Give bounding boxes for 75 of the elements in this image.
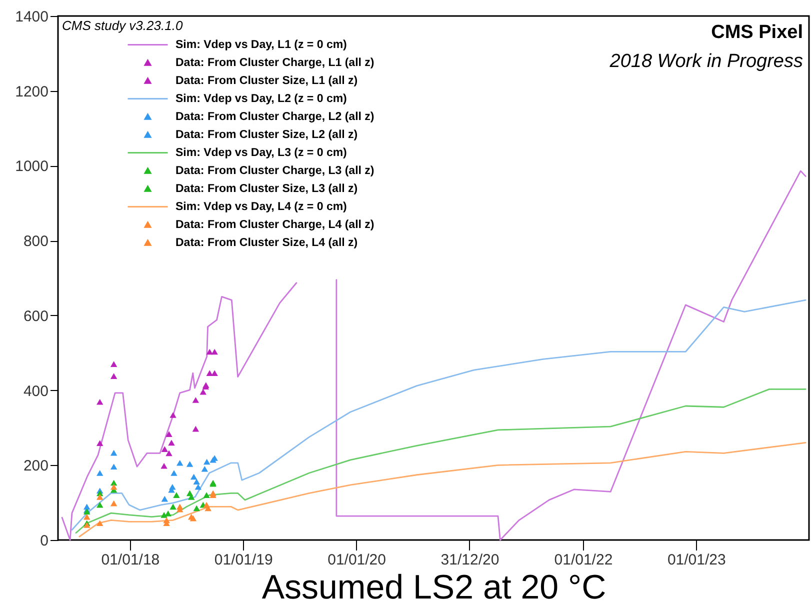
line-series: [71, 299, 806, 531]
y-tick-label: 800: [23, 233, 48, 250]
y-tick-label: 1000: [15, 158, 48, 176]
point: [194, 484, 202, 490]
y-tick-label: 600: [23, 308, 48, 325]
point: [203, 492, 210, 498]
point: [190, 474, 198, 480]
legend-label: Data: From Cluster Size, L2 (all z): [176, 128, 358, 141]
point: [186, 461, 194, 467]
line-series: [75, 388, 806, 534]
point: [193, 478, 200, 485]
point: [110, 464, 118, 470]
point: [96, 470, 104, 476]
legend-label: Sim: Vdep vs Day, L1 (z = 0 cm): [176, 38, 348, 51]
point: [170, 412, 176, 418]
y-tick-label: 1400: [15, 8, 48, 26]
legend-label: Data: From Cluster Charge, L1 (all z): [176, 56, 374, 69]
x-tick-label: 01/01/23: [667, 552, 726, 568]
point: [192, 426, 200, 432]
point: [110, 373, 118, 379]
point: [161, 496, 168, 502]
legend-label: Sim: Vdep vs Day, L3 (z = 0 cm): [176, 146, 348, 159]
point: [176, 460, 184, 466]
point: [96, 440, 104, 446]
point: [161, 446, 168, 452]
point: [160, 462, 168, 469]
point: [166, 431, 172, 437]
point: [96, 502, 104, 508]
x-tick-label: 01/01/18: [101, 552, 160, 568]
x-tick-label: 31/12/20: [440, 552, 500, 568]
point: [166, 450, 172, 456]
y-tick-label: 0: [40, 532, 48, 550]
point: [192, 397, 200, 403]
point: [170, 470, 178, 476]
point: [110, 484, 118, 490]
legend-title: CMS study v3.23.1.0: [62, 18, 184, 33]
point: [176, 504, 184, 510]
y-tick-label: 400: [23, 382, 48, 400]
point: [211, 348, 218, 355]
point: [96, 520, 104, 526]
legend-label: Sim: Vdep vs Day, L4 (z = 0 cm): [176, 200, 348, 213]
point: [83, 514, 90, 520]
y-tick-label: 200: [23, 458, 48, 475]
x-tick-label: 01/01/22: [554, 552, 613, 568]
point: [206, 370, 213, 376]
legend-label: Data: From Cluster Charge, L4 (all z): [176, 218, 374, 231]
line-series: [78, 442, 806, 538]
legend-label: Data: From Cluster Charge, L3 (all z): [176, 164, 374, 177]
point: [203, 458, 210, 465]
x-tick-label: 01/01/20: [328, 552, 386, 568]
legend-label: Data: From Cluster Charge, L2 (all z): [176, 110, 374, 123]
point: [160, 512, 168, 518]
chart-title: CMS Pixel: [711, 22, 803, 43]
x-axis-title: Assumed LS2 at 20 °C: [262, 568, 606, 606]
point: [200, 388, 206, 395]
point: [173, 492, 180, 498]
point: [168, 440, 175, 446]
point: [193, 505, 200, 512]
point: [110, 361, 118, 367]
point: [110, 450, 118, 456]
legend-label: Data: From Cluster Size, L3 (all z): [176, 182, 358, 195]
legend-label: Data: From Cluster Size, L4 (all z): [176, 236, 358, 249]
legend-label: Sim: Vdep vs Day, L2 (z = 0 cm): [176, 92, 348, 105]
point: [170, 504, 176, 510]
y-tick-label: 1200: [15, 83, 48, 100]
point: [96, 398, 104, 405]
point: [211, 370, 218, 376]
x-tick-label: 01/01/19: [214, 552, 273, 568]
point: [110, 500, 118, 506]
legend-label: Data: From Cluster Size, L1 (all z): [176, 74, 358, 87]
point: [164, 510, 172, 516]
point: [163, 517, 170, 524]
text: 2018 Work in Progress: [608, 51, 804, 72]
point: [201, 466, 208, 472]
point: [96, 494, 104, 500]
